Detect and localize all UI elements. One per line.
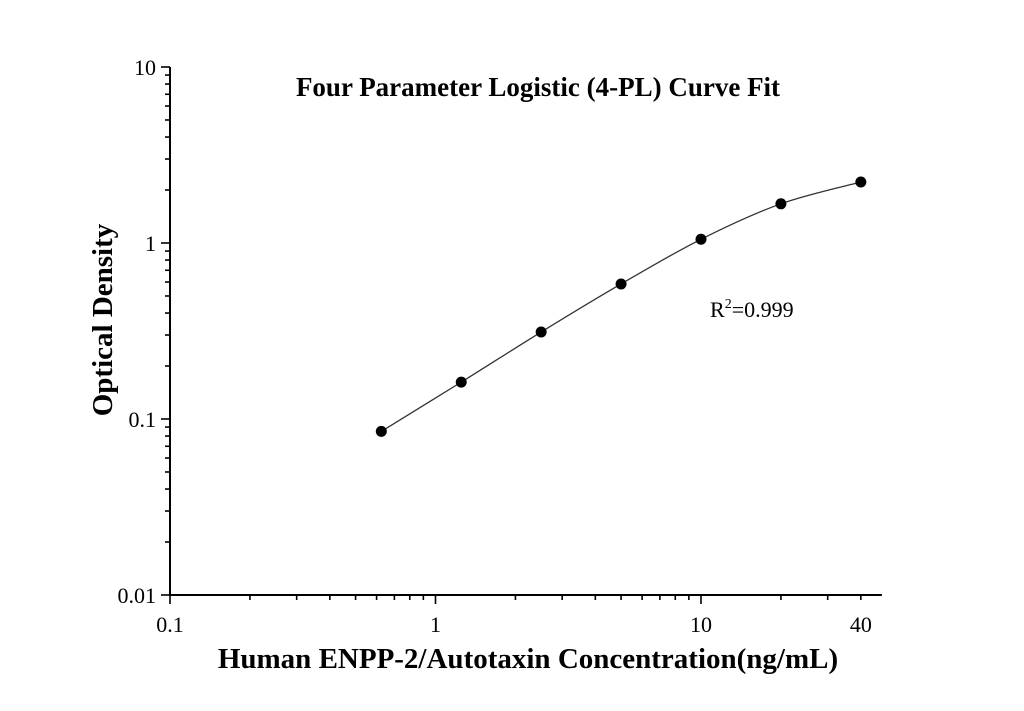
data-point <box>855 176 867 188</box>
axis-ticks <box>161 66 862 604</box>
data-point <box>535 326 547 338</box>
axes <box>169 67 882 596</box>
y-tick-labels: 0.01 0.1 1 10 <box>118 55 157 608</box>
x-tick-label: 10 <box>690 612 712 637</box>
y-tick-label: 1 <box>145 231 156 256</box>
data-point <box>455 376 467 388</box>
x-axis-title: Human ENPP-2/Autotaxin Concentration(ng/… <box>218 643 838 675</box>
data-point <box>775 198 787 210</box>
y-axis-title: Optical Density <box>87 223 119 416</box>
chart-title: Four Parameter Logistic (4-PL) Curve Fit <box>296 72 780 102</box>
y-tick-label: 0.1 <box>129 407 157 432</box>
r-squared-annotation: R2=0.999 <box>710 297 794 322</box>
x-tick-label: 1 <box>430 612 441 637</box>
y-tick-label: 10 <box>134 55 156 80</box>
data-point <box>375 425 387 437</box>
y-tick-label: 0.01 <box>118 583 157 608</box>
data-point <box>695 233 707 245</box>
x-tick-labels: 0.1 1 10 40 <box>156 612 872 637</box>
data-points <box>375 176 867 437</box>
x-tick-label: 0.1 <box>156 612 184 637</box>
data-point <box>615 278 627 290</box>
x-tick-label: 40 <box>850 612 872 637</box>
